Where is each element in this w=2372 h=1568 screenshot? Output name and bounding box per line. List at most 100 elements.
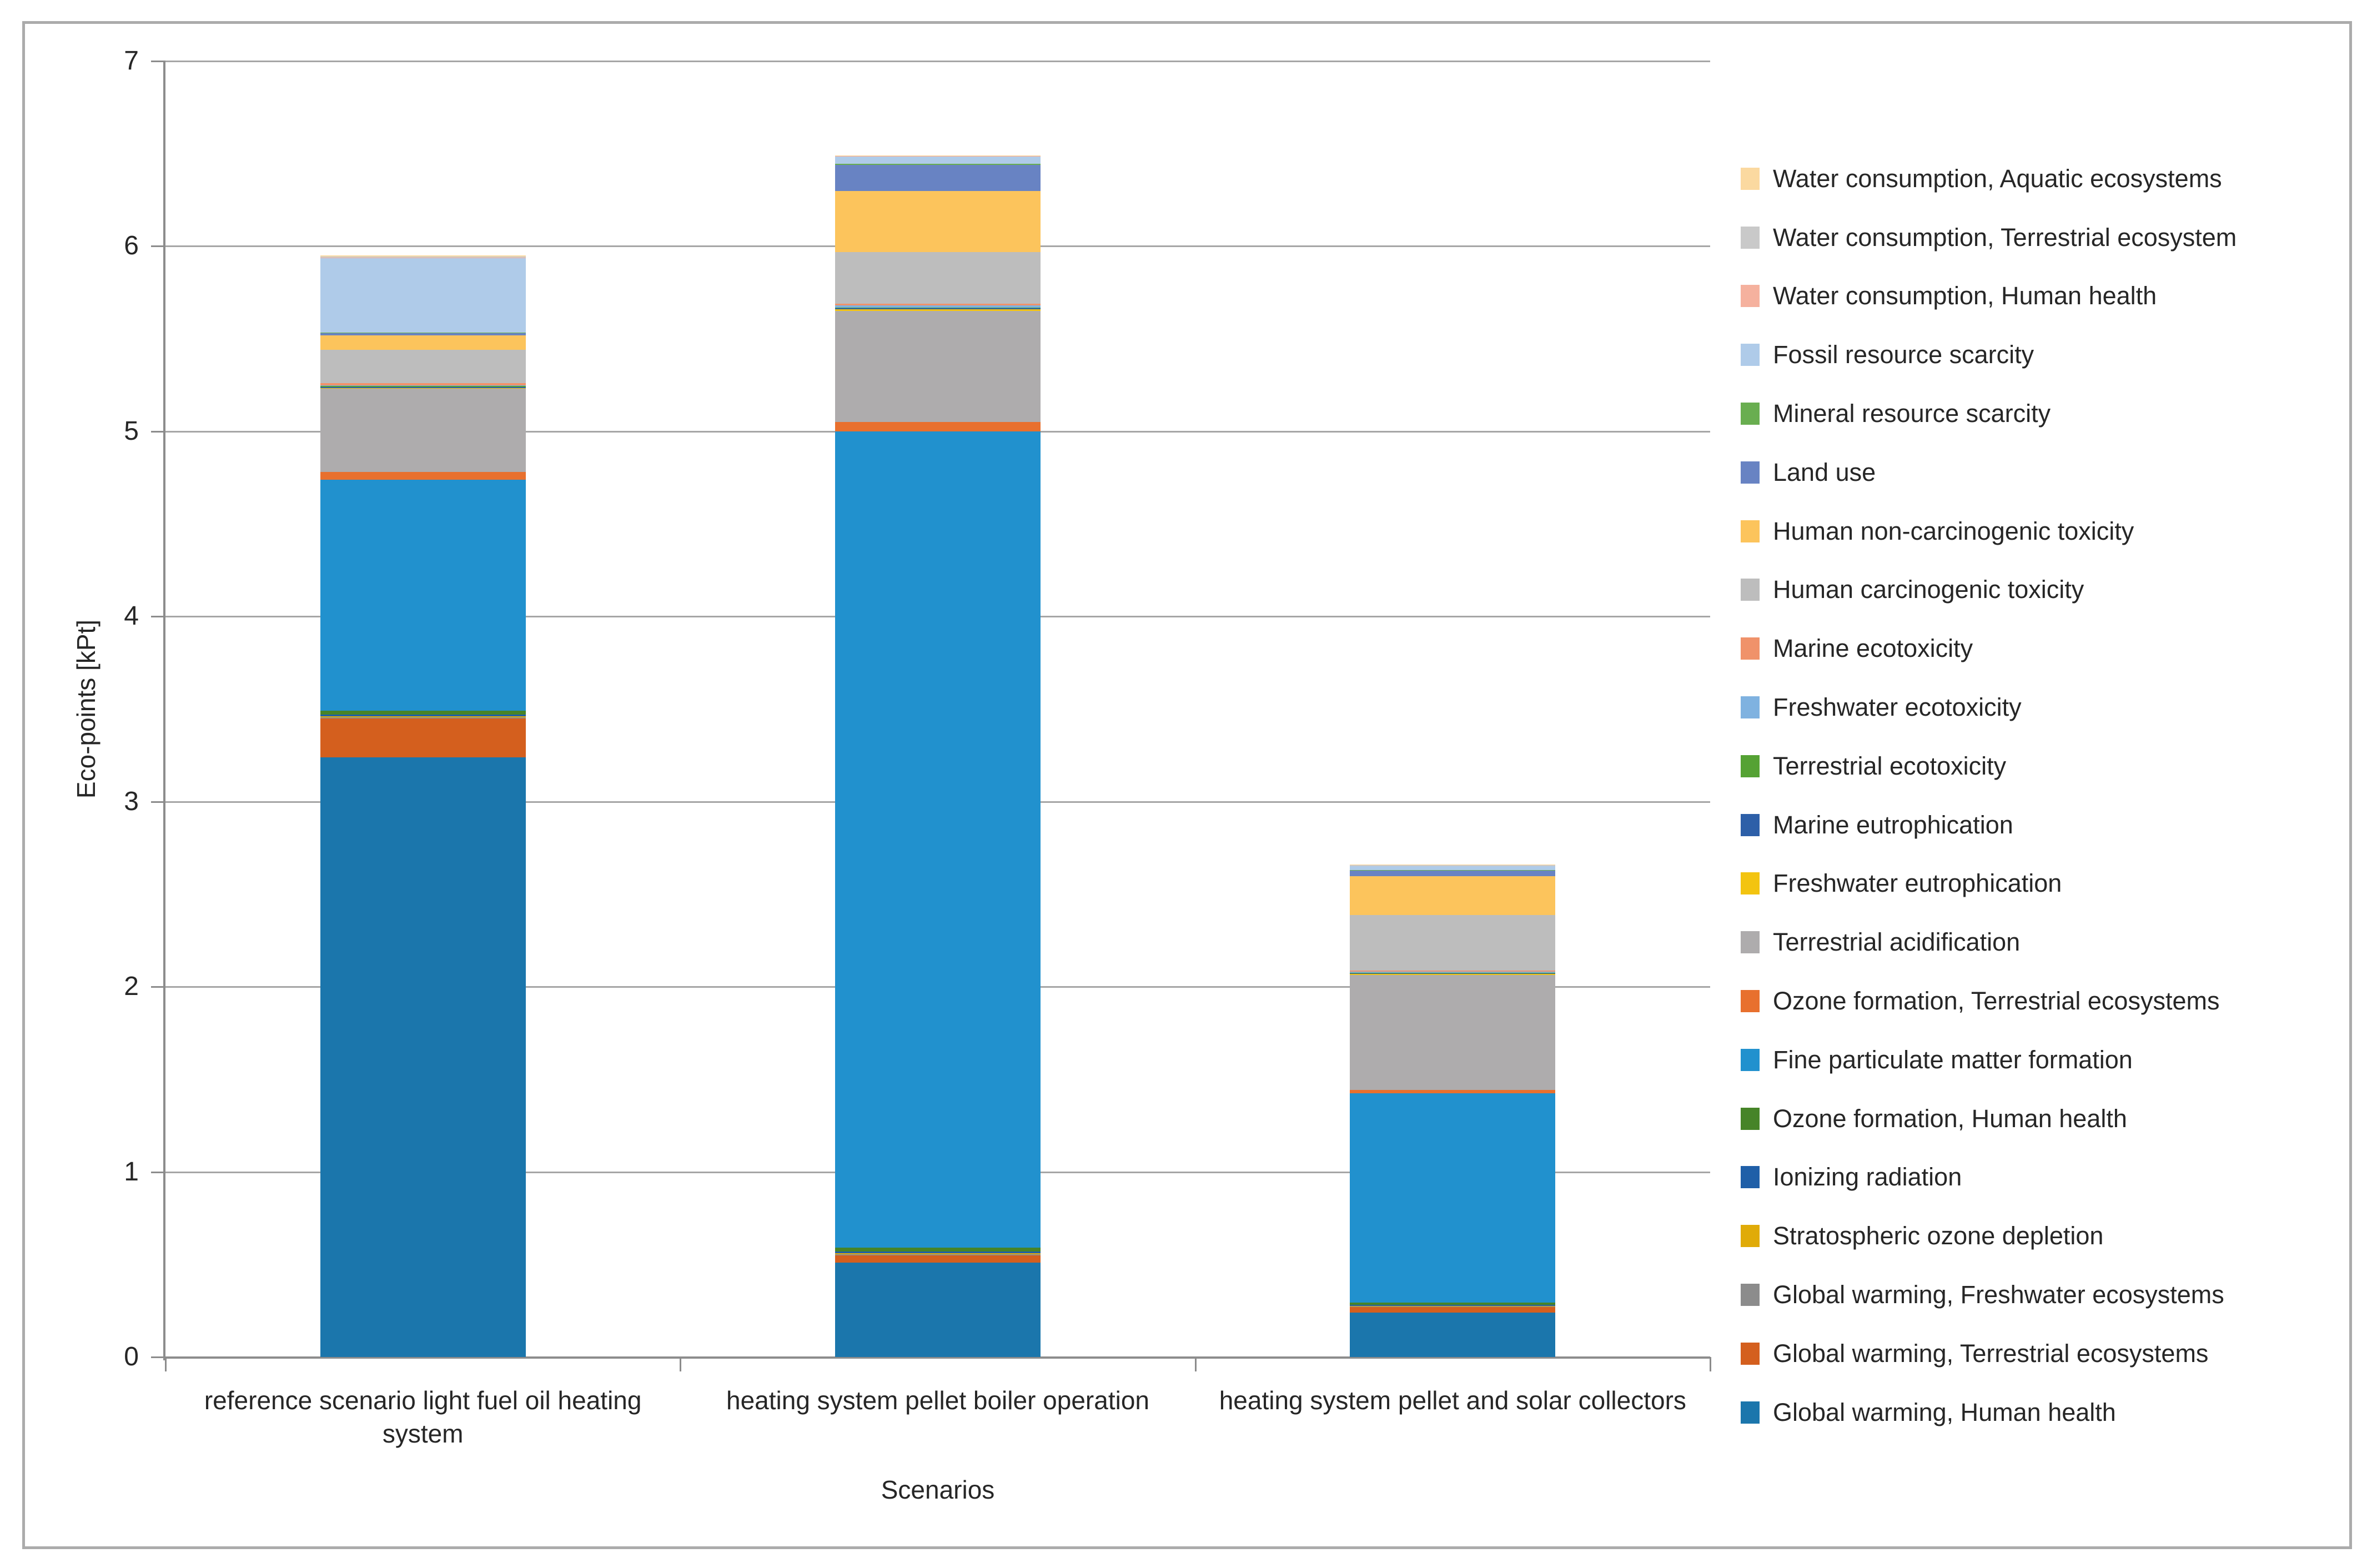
bar-segment — [1350, 970, 1556, 972]
bar-segment — [1350, 1302, 1556, 1305]
bar-segment — [835, 164, 1041, 191]
y-tick-mark-5 — [151, 430, 165, 433]
x-category-labels: reference scenario light fuel oil heatin… — [165, 1384, 1710, 1450]
x-tick-mark-2 — [1194, 1357, 1197, 1371]
bar-segment — [320, 388, 526, 389]
legend-item: Terrestrial acidification — [1741, 913, 2237, 972]
legend-label: Terrestrial acidification — [1773, 928, 2021, 957]
bar-segment — [320, 717, 526, 718]
gridline-y-0 — [165, 1356, 1710, 1359]
bar-segment — [1350, 865, 1556, 866]
x-category-label-3: heating system pellet and solar collecto… — [1219, 1386, 1686, 1415]
legend-item: Terrestrial ecotoxicity — [1741, 737, 2237, 796]
legend-item: Global warming, Freshwater ecosystems — [1741, 1265, 2237, 1324]
bar-segment — [835, 252, 1041, 304]
legend-item: Ozone formation, Terrestrial ecosystems — [1741, 972, 2237, 1031]
legend-swatch-icon — [1741, 872, 1760, 895]
y-axis-title: Eco-points [kPt] — [72, 619, 100, 799]
bar-segment — [320, 718, 526, 757]
y-tick-label-3: 3 — [124, 786, 139, 816]
bar-segment — [1350, 866, 1556, 867]
legend-label: Freshwater eutrophication — [1773, 869, 2062, 898]
plot-area — [151, 61, 1711, 1371]
bar-segment — [1350, 1306, 1556, 1313]
bar-segment — [320, 385, 526, 386]
legend-item: Marine eutrophication — [1741, 796, 2237, 855]
legend-swatch-icon — [1741, 285, 1760, 308]
legend-item: Water consumption, Terrestrial ecosystem — [1741, 208, 2237, 267]
legend-swatch-icon — [1741, 1225, 1760, 1248]
bar-segment — [1350, 870, 1556, 876]
legend-item: Ionizing radiation — [1741, 1148, 2237, 1207]
bar-segment — [835, 311, 1041, 423]
legend-swatch-icon — [1741, 813, 1760, 836]
bar-segment — [320, 757, 526, 1357]
legend-label: Global warming, Human health — [1773, 1398, 2116, 1426]
bar-segment — [320, 711, 526, 715]
x-tick-mark-0 — [165, 1357, 167, 1371]
legend-swatch-icon — [1741, 226, 1760, 249]
legend-item: Human non-carcinogenic toxicity — [1741, 502, 2237, 561]
y-tick-mark-0 — [151, 1356, 165, 1358]
bar-segment — [320, 386, 526, 387]
legend: Water consumption, Aquatic ecosystems Wat… — [1741, 149, 2237, 1442]
bar-segment — [835, 1262, 1041, 1357]
y-tick-label-2: 2 — [124, 972, 139, 1002]
legend-label: Ozone formation, Terrestrial ecosystems — [1773, 987, 2220, 1016]
bar-segment — [320, 716, 526, 718]
bar-segment — [835, 164, 1041, 165]
bar-segment — [835, 1255, 1041, 1263]
legend-label: Terrestrial ecotoxicity — [1773, 751, 2007, 780]
bar-segment — [835, 1254, 1041, 1255]
legend-label: Land use — [1773, 458, 1876, 486]
legend-item: Ozone formation, Human health — [1741, 1089, 2237, 1148]
legend-swatch-icon — [1741, 1342, 1760, 1365]
legend-item: Water consumption, Human health — [1741, 267, 2237, 326]
bar-segment — [1350, 971, 1556, 973]
legend-label: Human carcinogenic toxicity — [1773, 575, 2084, 604]
x-category-label-1: reference scenario light fuel oil heatin… — [204, 1386, 642, 1448]
legend-item: Fine particulate matter formation — [1741, 1031, 2237, 1089]
y-tick-mark-7 — [151, 61, 165, 62]
gridline-y-7 — [165, 61, 1710, 62]
legend-item: Stratospheric ozone depletion — [1741, 1207, 2237, 1265]
y-tick-label-0: 0 — [124, 1342, 139, 1371]
bar-segment — [835, 1251, 1041, 1254]
legend-label: Marine eutrophication — [1773, 810, 2013, 839]
bar-cell-2 — [680, 61, 1195, 1357]
y-axis-line — [163, 61, 165, 1360]
legend-swatch-icon — [1741, 1401, 1760, 1424]
stacked-bar-3 — [1350, 865, 1556, 1357]
legend-label: Global warming, Freshwater ecosystems — [1773, 1280, 2224, 1309]
legend-label: Stratospheric ozone depletion — [1773, 1222, 2104, 1250]
bar-segment — [1350, 973, 1556, 974]
legend-swatch-icon — [1741, 579, 1760, 601]
legend-label: Freshwater ecotoxicity — [1773, 693, 2022, 722]
legend-swatch-icon — [1741, 167, 1760, 190]
y-tick-label-4: 4 — [124, 601, 139, 631]
legend-swatch-icon — [1741, 931, 1760, 954]
bar-segment — [835, 156, 1041, 157]
legend-item: Human carcinogenic toxicity — [1741, 561, 2237, 620]
bar-segment — [1350, 1312, 1556, 1357]
legend-item: Freshwater ecotoxicity — [1741, 678, 2237, 737]
legend-label: Water consumption, Terrestrial ecosystem — [1773, 223, 2237, 252]
legend-swatch-icon — [1741, 990, 1760, 1013]
bar-segment — [835, 155, 1041, 156]
legend-label: Fine particulate matter formation — [1773, 1045, 2133, 1074]
legend-swatch-icon — [1741, 403, 1760, 425]
bar-segment — [1350, 1304, 1556, 1306]
legend-item: Marine ecotoxicity — [1741, 619, 2237, 678]
bar-segment — [320, 472, 526, 480]
bar-segment — [320, 335, 526, 350]
bar-segment — [1350, 876, 1556, 915]
bar-segment — [1350, 870, 1556, 871]
legend-item: Land use — [1741, 443, 2237, 502]
legend-item: Fossil resource scarcity — [1741, 325, 2237, 384]
bar-segment — [835, 190, 1041, 252]
y-tick-mark-6 — [151, 245, 165, 248]
y-tick-mark-3 — [151, 801, 165, 803]
stacked-bar-1 — [320, 255, 526, 1357]
bar-segment — [320, 479, 526, 711]
bar-segment — [1350, 1089, 1556, 1094]
